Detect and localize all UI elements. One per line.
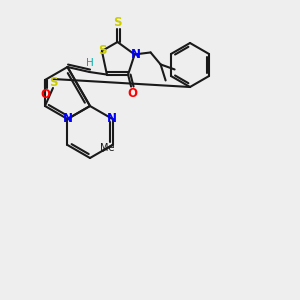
Text: N: N (130, 48, 141, 61)
Text: S: S (49, 76, 57, 89)
Text: O: O (40, 88, 50, 100)
Text: S: S (98, 44, 106, 58)
Text: N: N (106, 112, 116, 125)
Text: S: S (113, 16, 122, 28)
Text: O: O (127, 87, 137, 100)
Text: N: N (62, 112, 73, 125)
Text: H: H (85, 58, 93, 68)
Text: Me: Me (100, 143, 115, 153)
